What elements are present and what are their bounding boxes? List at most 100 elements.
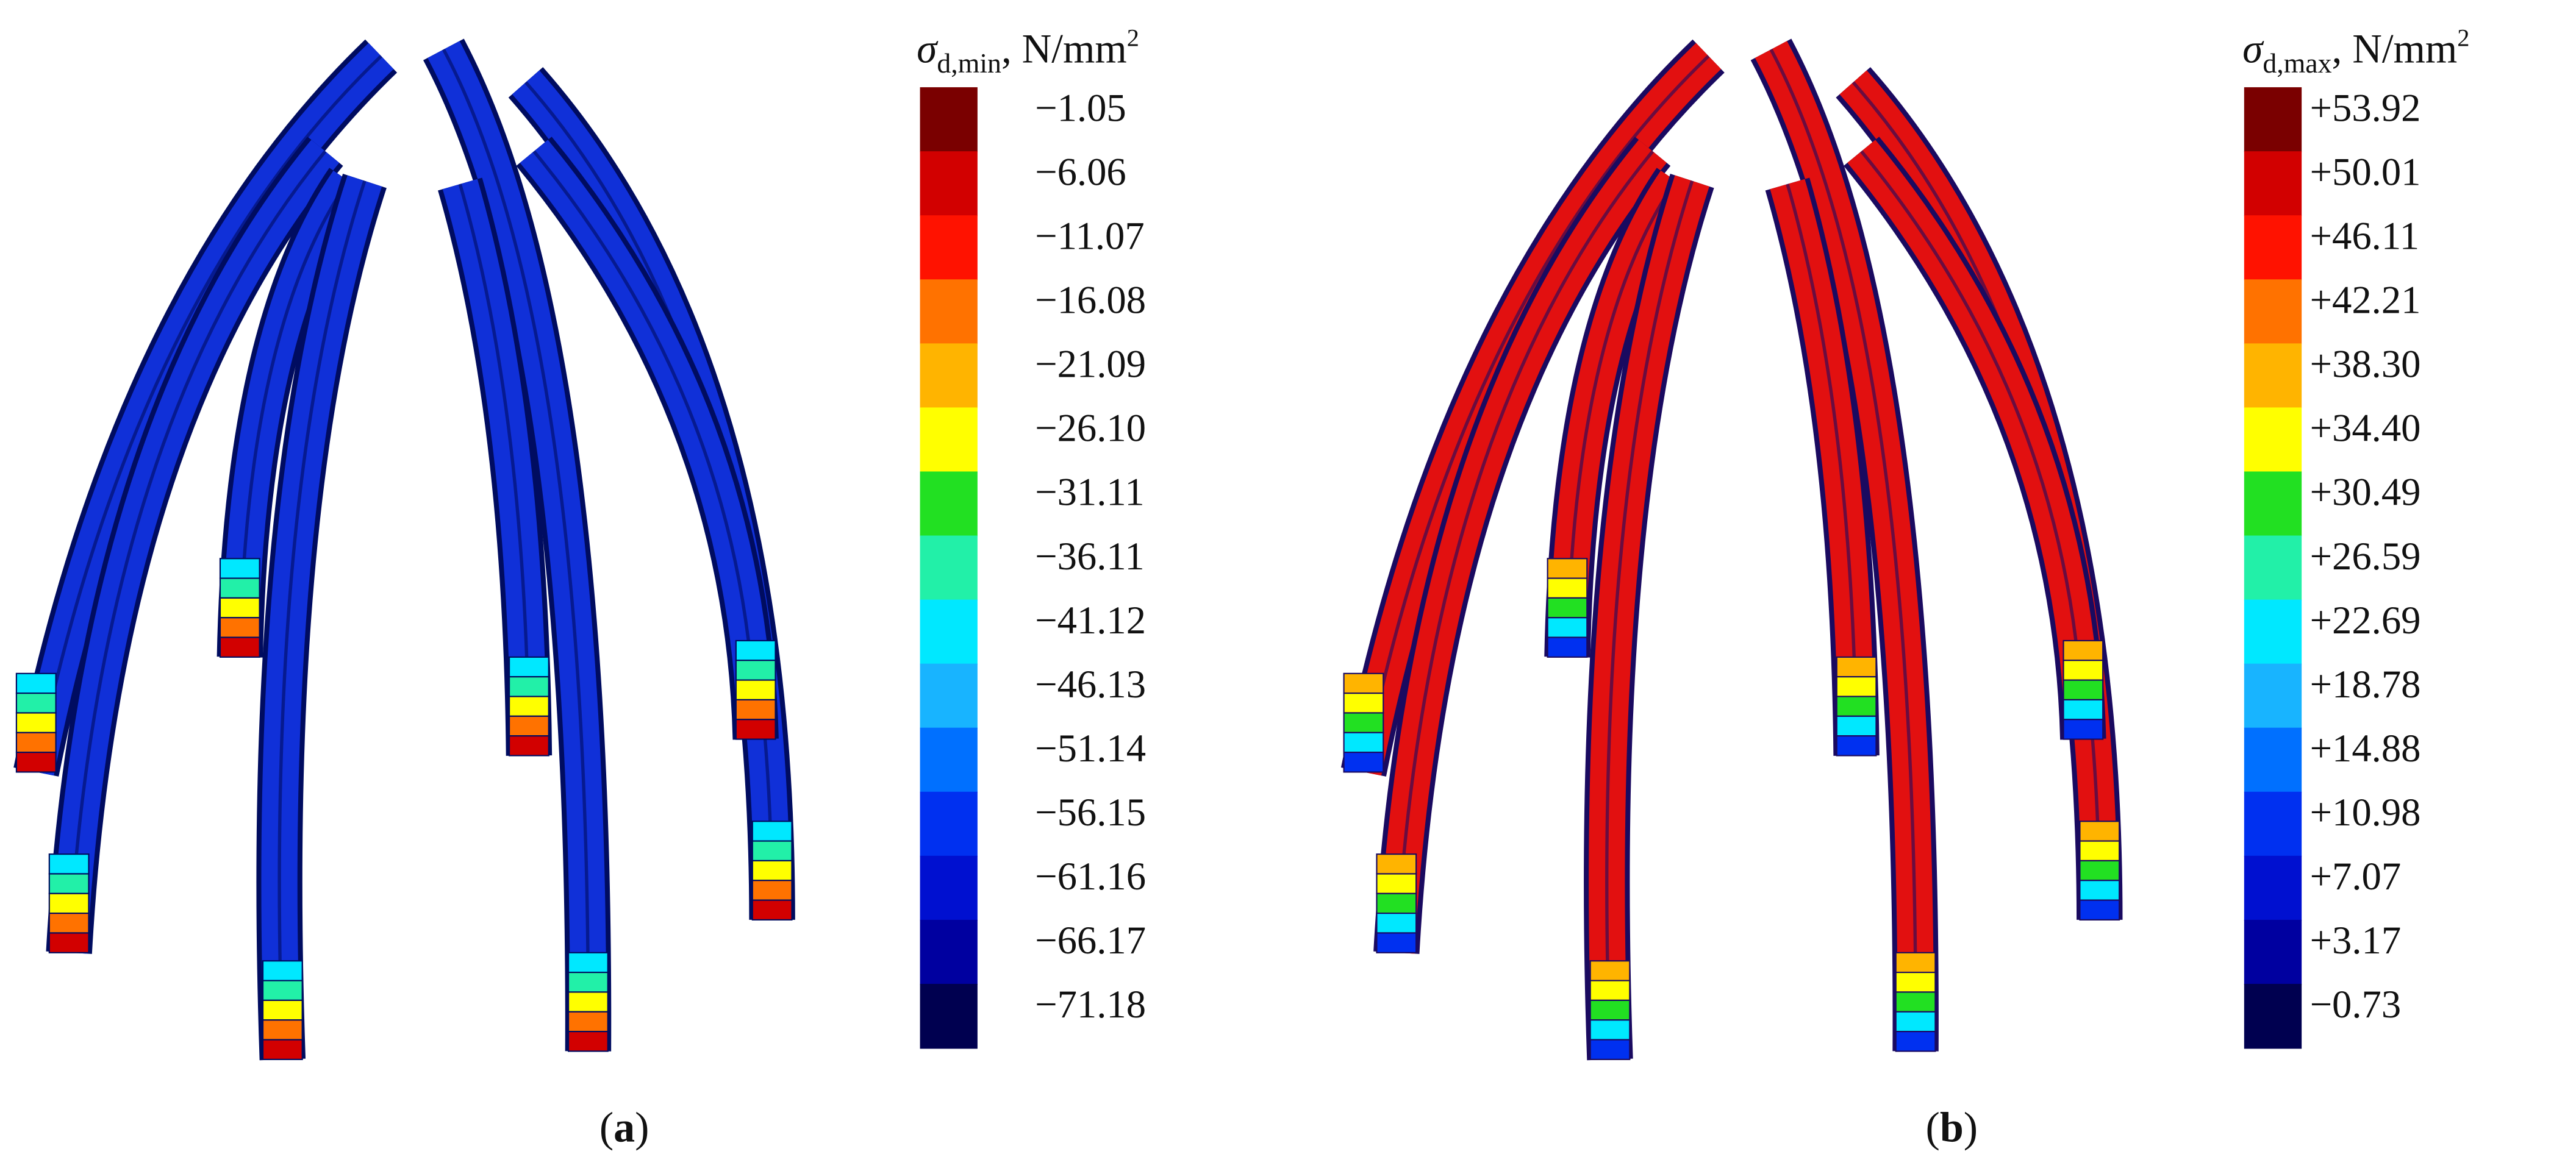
column-foot [262, 1019, 303, 1041]
letter: b [1940, 1105, 1964, 1152]
legend-label: −41.12 [1035, 598, 1146, 642]
legend-label: −26.10 [1035, 406, 1146, 450]
legend-label: −6.06 [1035, 149, 1126, 193]
legend-label: −46.13 [1035, 662, 1146, 706]
column-rib [34, 54, 382, 772]
legend-label: +42.21 [2310, 278, 2421, 322]
column-foot [1836, 656, 1877, 678]
column-foot [1343, 693, 1384, 714]
column-foot [568, 952, 609, 974]
column-foot [219, 636, 260, 658]
column-foot [1836, 676, 1877, 697]
legend: +53.92 +50.01 +46.11 +42.21 +38.30 +34.40 +30.… [2244, 85, 2421, 1049]
column-foot [219, 597, 260, 619]
column-foot [1376, 913, 1417, 934]
legend-label: +10.98 [2310, 790, 2421, 834]
column-foot [1895, 972, 1936, 993]
column-foot [262, 980, 303, 1001]
column-foot [1343, 672, 1384, 694]
superscript: 2 [2457, 24, 2469, 52]
column-foot [1376, 853, 1417, 875]
legend-label: +34.40 [2310, 406, 2421, 450]
legend-label: −11.07 [1035, 213, 1145, 257]
legend-label: +22.69 [2310, 598, 2421, 642]
column-rib [277, 180, 367, 1059]
subscript: d,min [937, 48, 1001, 79]
legend-swatch [2244, 535, 2302, 600]
paren: ( [1926, 1105, 1940, 1152]
column-foot [1836, 735, 1877, 757]
column-foot [2079, 821, 2120, 842]
legend-label: +50.01 [2310, 149, 2421, 193]
column-foot [1547, 617, 1588, 638]
unit: , N/mm [2332, 26, 2458, 72]
column-foot [48, 892, 90, 914]
legend-label: +7.07 [2310, 854, 2402, 898]
legend-label: −21.09 [1035, 342, 1146, 386]
legend-label: +53.92 [2310, 85, 2421, 129]
legend-swatch [2244, 791, 2302, 857]
column-foot [1895, 1031, 1936, 1052]
legend-label: −1.05 [1035, 85, 1126, 129]
column-foot [1895, 991, 1936, 1013]
legend-swatch [2244, 663, 2302, 729]
column-foot [1376, 873, 1417, 894]
column-foot [219, 577, 260, 599]
column-foot [15, 712, 57, 733]
column-foot [1343, 712, 1384, 733]
legend-swatch [2244, 471, 2302, 536]
column-rib [1605, 180, 1694, 1059]
legend-label: −0.73 [2310, 982, 2402, 1026]
column-foot [1547, 636, 1588, 658]
legend: −1.05 −6.06 −11.07 −16.08 −21.09 −26.10 −31.11… [920, 85, 1146, 1049]
structure [13, 38, 795, 1061]
column-foot [751, 840, 793, 861]
legend-swatch [2244, 919, 2302, 985]
column-foot [735, 679, 776, 700]
column-foot [15, 732, 57, 753]
column-foot [1343, 732, 1384, 753]
legend-title: σd,max, N/mm2 [2242, 24, 2469, 79]
legend-swatch [920, 727, 978, 793]
legend-label: +46.11 [2310, 213, 2420, 257]
column-foot [1547, 558, 1588, 579]
column-foot [262, 999, 303, 1021]
column-foot [219, 558, 260, 579]
column-foot [2079, 860, 2120, 881]
column-foot [509, 656, 549, 678]
legend-label: −61.16 [1035, 854, 1146, 898]
column-foot [1836, 696, 1877, 717]
column-foot [751, 821, 793, 842]
column-foot [1589, 1019, 1631, 1041]
subscript: d,max [2263, 48, 2331, 79]
legend-swatch [920, 791, 978, 857]
legend-swatch [2244, 407, 2302, 472]
column-foot [751, 899, 793, 921]
column-foot [509, 715, 549, 737]
legend-swatch [920, 87, 978, 152]
column-foot [1895, 952, 1936, 974]
legend-label: +3.17 [2310, 918, 2402, 962]
legend-swatch [2244, 279, 2302, 344]
legend-label: +30.49 [2310, 470, 2421, 514]
column-rib [67, 150, 327, 953]
legend-swatch [920, 919, 978, 985]
column-foot [568, 1031, 609, 1052]
legend-swatch [920, 983, 978, 1049]
legend-swatch [2244, 855, 2302, 921]
column-foot [15, 672, 57, 694]
column-foot [262, 960, 303, 981]
legend-label: −56.15 [1035, 790, 1146, 834]
column-foot [1836, 715, 1877, 737]
column-foot [1376, 932, 1417, 953]
column-foot [48, 932, 90, 953]
legend-swatch [920, 471, 978, 536]
column-foot [48, 913, 90, 934]
legend-label: +18.78 [2310, 662, 2421, 706]
legend-label: −16.08 [1035, 278, 1146, 322]
legend-label: −31.11 [1035, 470, 1145, 514]
legend-swatch [920, 663, 978, 729]
column-foot [568, 972, 609, 993]
column-foot [568, 1011, 609, 1033]
